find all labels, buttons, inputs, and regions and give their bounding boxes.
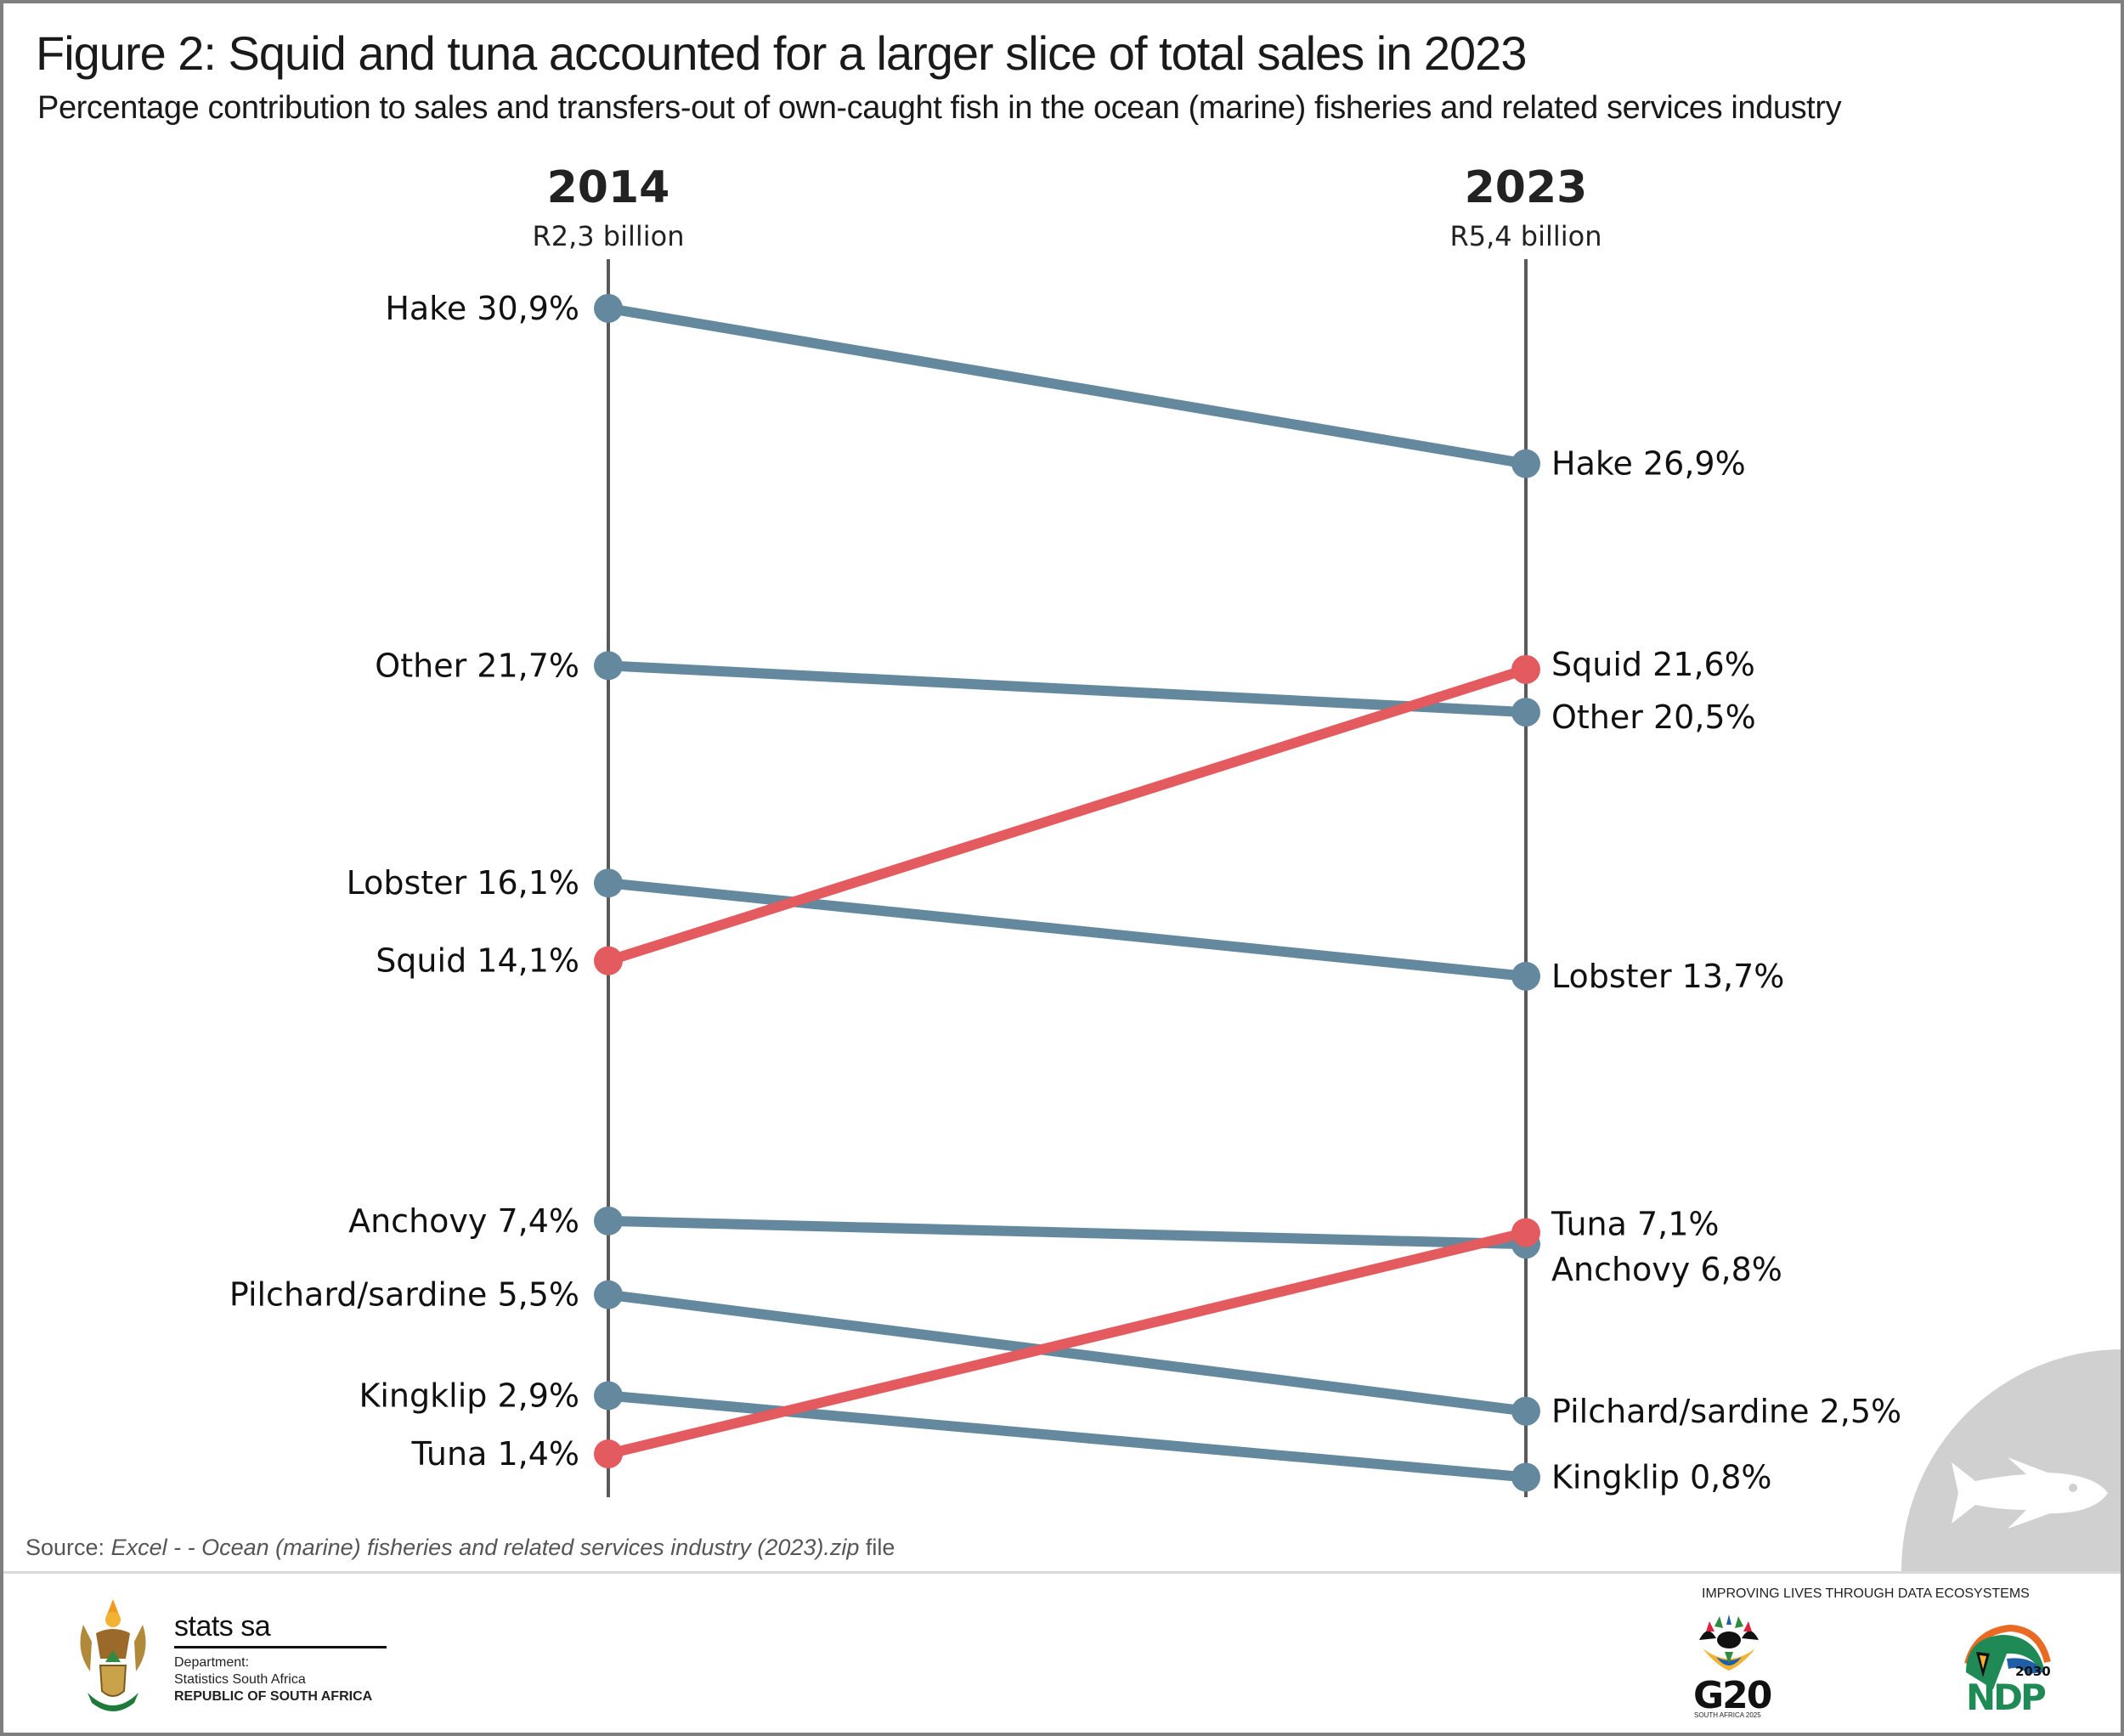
point-squid-2014	[594, 946, 623, 975]
org-name: stats sa	[174, 1610, 271, 1643]
label-2014-other: Other 21,7%	[375, 647, 579, 684]
label-2023-kingklip: Kingklip 0,8%	[1551, 1458, 1772, 1496]
label-2023-hake: Hake 26,9%	[1551, 445, 1746, 483]
label-2023-lobster: Lobster 13,7%	[1551, 958, 1784, 995]
chart-subtitle: Percentage contribution to sales and tra…	[37, 90, 1842, 126]
slope-line-tuna	[603, 1227, 1531, 1460]
point-lobster-2014	[594, 868, 623, 898]
point-other-2014	[594, 651, 623, 681]
ndp-label: NDP	[1966, 1677, 2046, 1715]
footer-divider	[3, 1571, 2121, 1574]
point-tuna-2023	[1511, 1218, 1540, 1247]
point-squid-2023	[1511, 654, 1540, 684]
dept-line-2: Statistics South Africa	[174, 1672, 306, 1687]
label-2023-other: Other 20,5%	[1551, 698, 1756, 736]
slope-line-squid	[603, 664, 1531, 966]
label-2014-tuna: Tuna 1,4%	[410, 1435, 579, 1473]
slope-chart: 2014 R2,3 billion 2023 R5,4 billion Hake 30…	[229, 162, 1901, 1497]
org-department: Department: Statistics South Africa REPU…	[174, 1654, 372, 1705]
slope-line-other	[603, 660, 1531, 718]
label-2014-squid: Squid 14,1%	[376, 942, 579, 980]
label-2023-anchovy: Anchovy 6,8%	[1551, 1251, 1782, 1288]
point-pilchard-sardine-2014	[594, 1280, 623, 1309]
period-total-2014: R2,3 billion	[532, 220, 684, 252]
label-2023-squid: Squid 21,6%	[1551, 646, 1755, 683]
label-2014-anchovy: Anchovy 7,4%	[348, 1202, 579, 1240]
point-hake-2014	[594, 293, 623, 323]
period-total-2023: R5,4 billion	[1449, 220, 1601, 252]
point-pilchard-sardine-2023	[1511, 1396, 1540, 1426]
label-2014-kingklip: Kingklip 2,9%	[359, 1377, 579, 1414]
point-kingklip-2023	[1511, 1462, 1540, 1492]
tagline: IMPROVING LIVES THROUGH DATA ECOSYSTEMS	[1702, 1586, 2030, 1601]
source-suffix: file	[859, 1535, 895, 1560]
org-rule	[174, 1646, 387, 1648]
decorative-corner	[1901, 1349, 2121, 1571]
slope-line-anchovy	[603, 1215, 1531, 1250]
point-anchovy-2014	[594, 1206, 623, 1236]
point-other-2023	[1511, 698, 1540, 727]
source-file: Excel - - Ocean (marine) fisheries and r…	[110, 1535, 860, 1560]
label-2014-lobster: Lobster 16,1%	[347, 864, 579, 902]
point-kingklip-2014	[594, 1381, 623, 1411]
dept-line-3: REPUBLIC OF SOUTH AFRICA	[174, 1689, 373, 1704]
dept-line-1: Department:	[174, 1655, 250, 1670]
g20-label: G20	[1693, 1674, 1772, 1717]
chart-title: Figure 2: Squid and tuna accounted for a…	[36, 26, 1527, 80]
label-2014-hake: Hake 30,9%	[385, 290, 579, 327]
coat-of-arms-logo	[80, 1599, 146, 1711]
slope-line-pilchard-sardine	[603, 1289, 1531, 1417]
ndp-2030-logo: 2030 NDP	[1964, 1624, 2051, 1715]
point-tuna-2014	[594, 1439, 623, 1469]
slope-line-kingklip	[603, 1390, 1531, 1483]
label-2023-pilchard-sardine: Pilchard/sardine 2,5%	[1551, 1393, 1901, 1430]
point-lobster-2023	[1511, 961, 1540, 991]
label-2023-tuna: Tuna 7,1%	[1551, 1206, 1720, 1243]
period-year-2023: 2023	[1465, 162, 1588, 213]
source-prefix: Source:	[25, 1535, 111, 1560]
slope-line-lobster	[603, 878, 1531, 981]
fish-icon	[1952, 1457, 2108, 1529]
label-2014-pilchard-sardine: Pilchard/sardine 5,5%	[229, 1276, 579, 1314]
source-note: Source: Excel - - Ocean (marine) fisheri…	[25, 1535, 895, 1561]
ndp-year: 2030	[2015, 1664, 2051, 1679]
g20-subtitle: SOUTH AFRICA 2025	[1694, 1711, 1761, 1719]
g20-protea-logo	[1699, 1614, 1759, 1671]
slope-line-hake	[603, 303, 1531, 469]
period-year-2014: 2014	[547, 162, 670, 213]
point-hake-2023	[1511, 449, 1540, 478]
